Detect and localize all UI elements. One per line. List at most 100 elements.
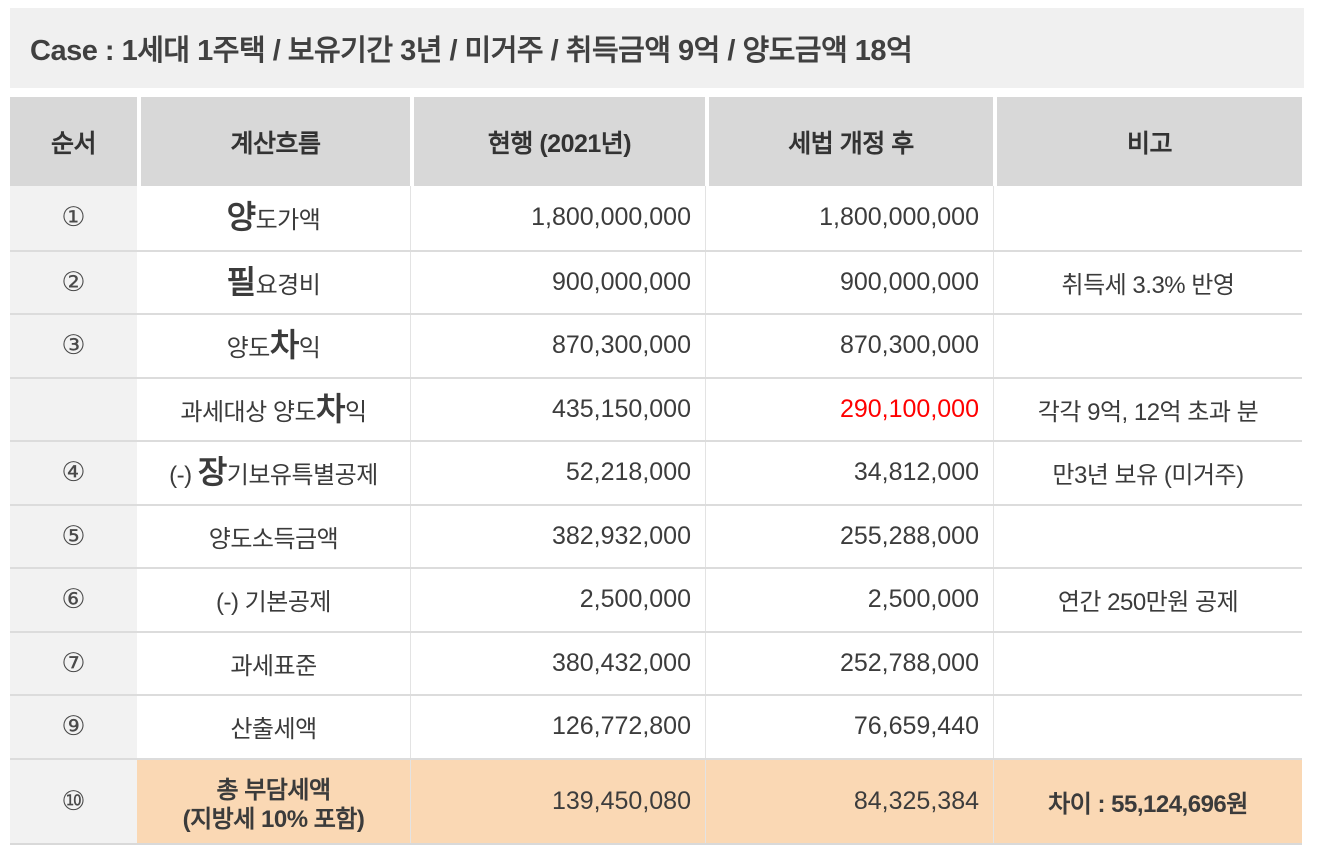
label-post: 익 bbox=[298, 335, 321, 363]
note-text: 각각 9억, 12억 초과 분 bbox=[993, 378, 1302, 440]
revised-value: 255,288,000 bbox=[705, 505, 993, 567]
row-label-cell: 산출세액 bbox=[137, 696, 410, 758]
revised-value: 252,788,000 bbox=[705, 632, 993, 694]
row-label: 산출세액 bbox=[230, 708, 317, 745]
label-emphasis: 양 bbox=[226, 199, 256, 236]
row-order-cell bbox=[10, 378, 137, 440]
current-value: 382,932,000 bbox=[410, 505, 705, 567]
label-emphasis: 필 bbox=[226, 263, 256, 300]
row-number: ③ bbox=[61, 330, 86, 361]
row-label-line2: (지방세 10% 포함) bbox=[182, 805, 365, 833]
col-header-remarks: 비고 bbox=[993, 97, 1302, 186]
col-header-after-revision: 세법 개정 후 bbox=[705, 97, 993, 186]
case-title: Case : 1세대 1주택 / 보유기간 3년 / 미거주 / 취득금액 9억… bbox=[30, 35, 913, 67]
col-header-order: 순서 bbox=[10, 97, 137, 186]
note-text: 취득세 3.3% 반영 bbox=[993, 251, 1302, 313]
row-label-cell: 필요경비 bbox=[137, 251, 410, 313]
row-number: ⑥ bbox=[61, 584, 86, 615]
row-label-cell: 총 부담세액 (지방세 10% 포함) bbox=[137, 759, 410, 843]
row-label: (-) 장기보유특별공제 bbox=[169, 454, 378, 491]
label-pre: 산출세액 bbox=[230, 716, 317, 744]
row-order-cell: ① bbox=[10, 186, 137, 250]
note-text bbox=[993, 186, 1302, 250]
revised-value: 34,812,000 bbox=[705, 442, 993, 504]
row-order-cell: ② bbox=[10, 251, 137, 313]
label-post: 요경비 bbox=[255, 271, 321, 299]
note-text bbox=[993, 696, 1302, 758]
table-row: ⑦ 과세표준 380,432,000 252,788,000 bbox=[10, 630, 1302, 694]
row-label-cell: (-) 기본공제 bbox=[137, 569, 410, 631]
table-row: ⑥ (-) 기본공제 2,500,000 2,500,000 연간 250만원 … bbox=[10, 567, 1302, 631]
label-pre: 과세대상 양도 bbox=[180, 398, 317, 426]
row-label-cell: 과세표준 bbox=[137, 632, 410, 694]
label-post: 도가액 bbox=[255, 207, 321, 235]
label-emphasis: 차 bbox=[269, 327, 299, 364]
current-value: 52,218,000 bbox=[410, 442, 705, 504]
row-order-cell: ⑩ bbox=[10, 759, 137, 843]
col-header-calc-flow: 계산흐름 bbox=[137, 97, 410, 186]
table-row: ⑤ 양도소득금액 382,932,000 255,288,000 bbox=[10, 503, 1302, 567]
revised-value: 1,800,000,000 bbox=[705, 186, 993, 250]
row-label: (-) 기본공제 bbox=[216, 581, 331, 618]
row-label: 양도소득금액 bbox=[208, 518, 339, 555]
revised-value: 870,300,000 bbox=[705, 315, 993, 377]
label-pre: (-) 기본공제 bbox=[216, 589, 331, 617]
table-row: ② 필요경비 900,000,000 900,000,000 취득세 3.3% … bbox=[10, 249, 1302, 313]
current-value: 900,000,000 bbox=[410, 251, 705, 313]
row-order-cell: ⑨ bbox=[10, 696, 137, 758]
row-number: ⑤ bbox=[61, 520, 86, 551]
label-post: 기보유특별공제 bbox=[226, 462, 379, 490]
revised-value: 900,000,000 bbox=[705, 251, 993, 313]
row-label-cell: 양도가액 bbox=[137, 186, 410, 250]
row-number: ② bbox=[61, 266, 86, 297]
label-emphasis: 차 bbox=[316, 390, 345, 427]
current-value: 435,150,000 bbox=[410, 378, 705, 440]
row-number: ① bbox=[61, 202, 86, 233]
label-pre: (-) bbox=[169, 462, 198, 490]
table-body: ① 양도가액 1,800,000,000 1,800,000,000 ② 필요경… bbox=[10, 186, 1302, 845]
row-order-cell: ⑦ bbox=[10, 632, 137, 694]
label-post: 익 bbox=[345, 398, 367, 426]
row-number: ⑨ bbox=[61, 711, 86, 742]
current-value: 2,500,000 bbox=[410, 569, 705, 631]
row-label: 총 부담세액 bbox=[216, 769, 331, 806]
label-pre: 총 부담세액 bbox=[216, 776, 331, 804]
table-row: 과세대상 양도차익 435,150,000 290,100,000 각각 9억,… bbox=[10, 376, 1302, 440]
row-label-cell: 양도소득금액 bbox=[137, 505, 410, 567]
row-order-cell: ⑥ bbox=[10, 569, 137, 631]
current-value: 139,450,080 bbox=[410, 759, 705, 843]
note-text bbox=[993, 632, 1302, 694]
table-row: ④ (-) 장기보유특별공제 52,218,000 34,812,000 만3년… bbox=[10, 440, 1302, 504]
label-emphasis: 장 bbox=[197, 454, 227, 491]
table-row: ① 양도가액 1,800,000,000 1,800,000,000 bbox=[10, 186, 1302, 250]
current-value: 126,772,800 bbox=[410, 696, 705, 758]
table-row: ⑩ 총 부담세액 (지방세 10% 포함) 139,450,080 84,325… bbox=[10, 757, 1302, 845]
revised-value: 290,100,000 bbox=[705, 378, 993, 440]
row-label: 필요경비 bbox=[227, 264, 321, 301]
note-text: 연간 250만원 공제 bbox=[993, 569, 1302, 631]
row-label-cell: 양도차익 bbox=[137, 315, 410, 377]
tax-comparison-table: 순서 계산흐름 현행 (2021년) 세법 개정 후 비고 ① 양도가액 1,8… bbox=[10, 97, 1302, 845]
current-value: 1,800,000,000 bbox=[410, 186, 705, 250]
row-order-cell: ③ bbox=[10, 315, 137, 377]
note-text: 차이 : 55,124,696원 bbox=[993, 759, 1302, 843]
row-label: 과세표준 bbox=[230, 645, 317, 682]
col-header-current-2021: 현행 (2021년) bbox=[410, 97, 705, 186]
row-label-cell: (-) 장기보유특별공제 bbox=[137, 442, 410, 504]
table-header-row: 순서 계산흐름 현행 (2021년) 세법 개정 후 비고 bbox=[10, 97, 1302, 186]
note-text bbox=[993, 505, 1302, 567]
row-label: 양도가액 bbox=[227, 199, 321, 236]
current-value: 380,432,000 bbox=[410, 632, 705, 694]
note-text: 만3년 보유 (미거주) bbox=[993, 442, 1302, 504]
current-value: 870,300,000 bbox=[410, 315, 705, 377]
label-pre: 양도 bbox=[226, 335, 271, 363]
revised-value: 2,500,000 bbox=[705, 569, 993, 631]
label-pre: 과세표준 bbox=[230, 652, 317, 680]
note-text bbox=[993, 315, 1302, 377]
table-row: ③ 양도차익 870,300,000 870,300,000 bbox=[10, 313, 1302, 377]
row-number: ⑦ bbox=[61, 647, 86, 678]
revised-value: 76,659,440 bbox=[705, 696, 993, 758]
label-pre: 양도소득금액 bbox=[208, 525, 339, 553]
row-number: ④ bbox=[61, 457, 86, 488]
